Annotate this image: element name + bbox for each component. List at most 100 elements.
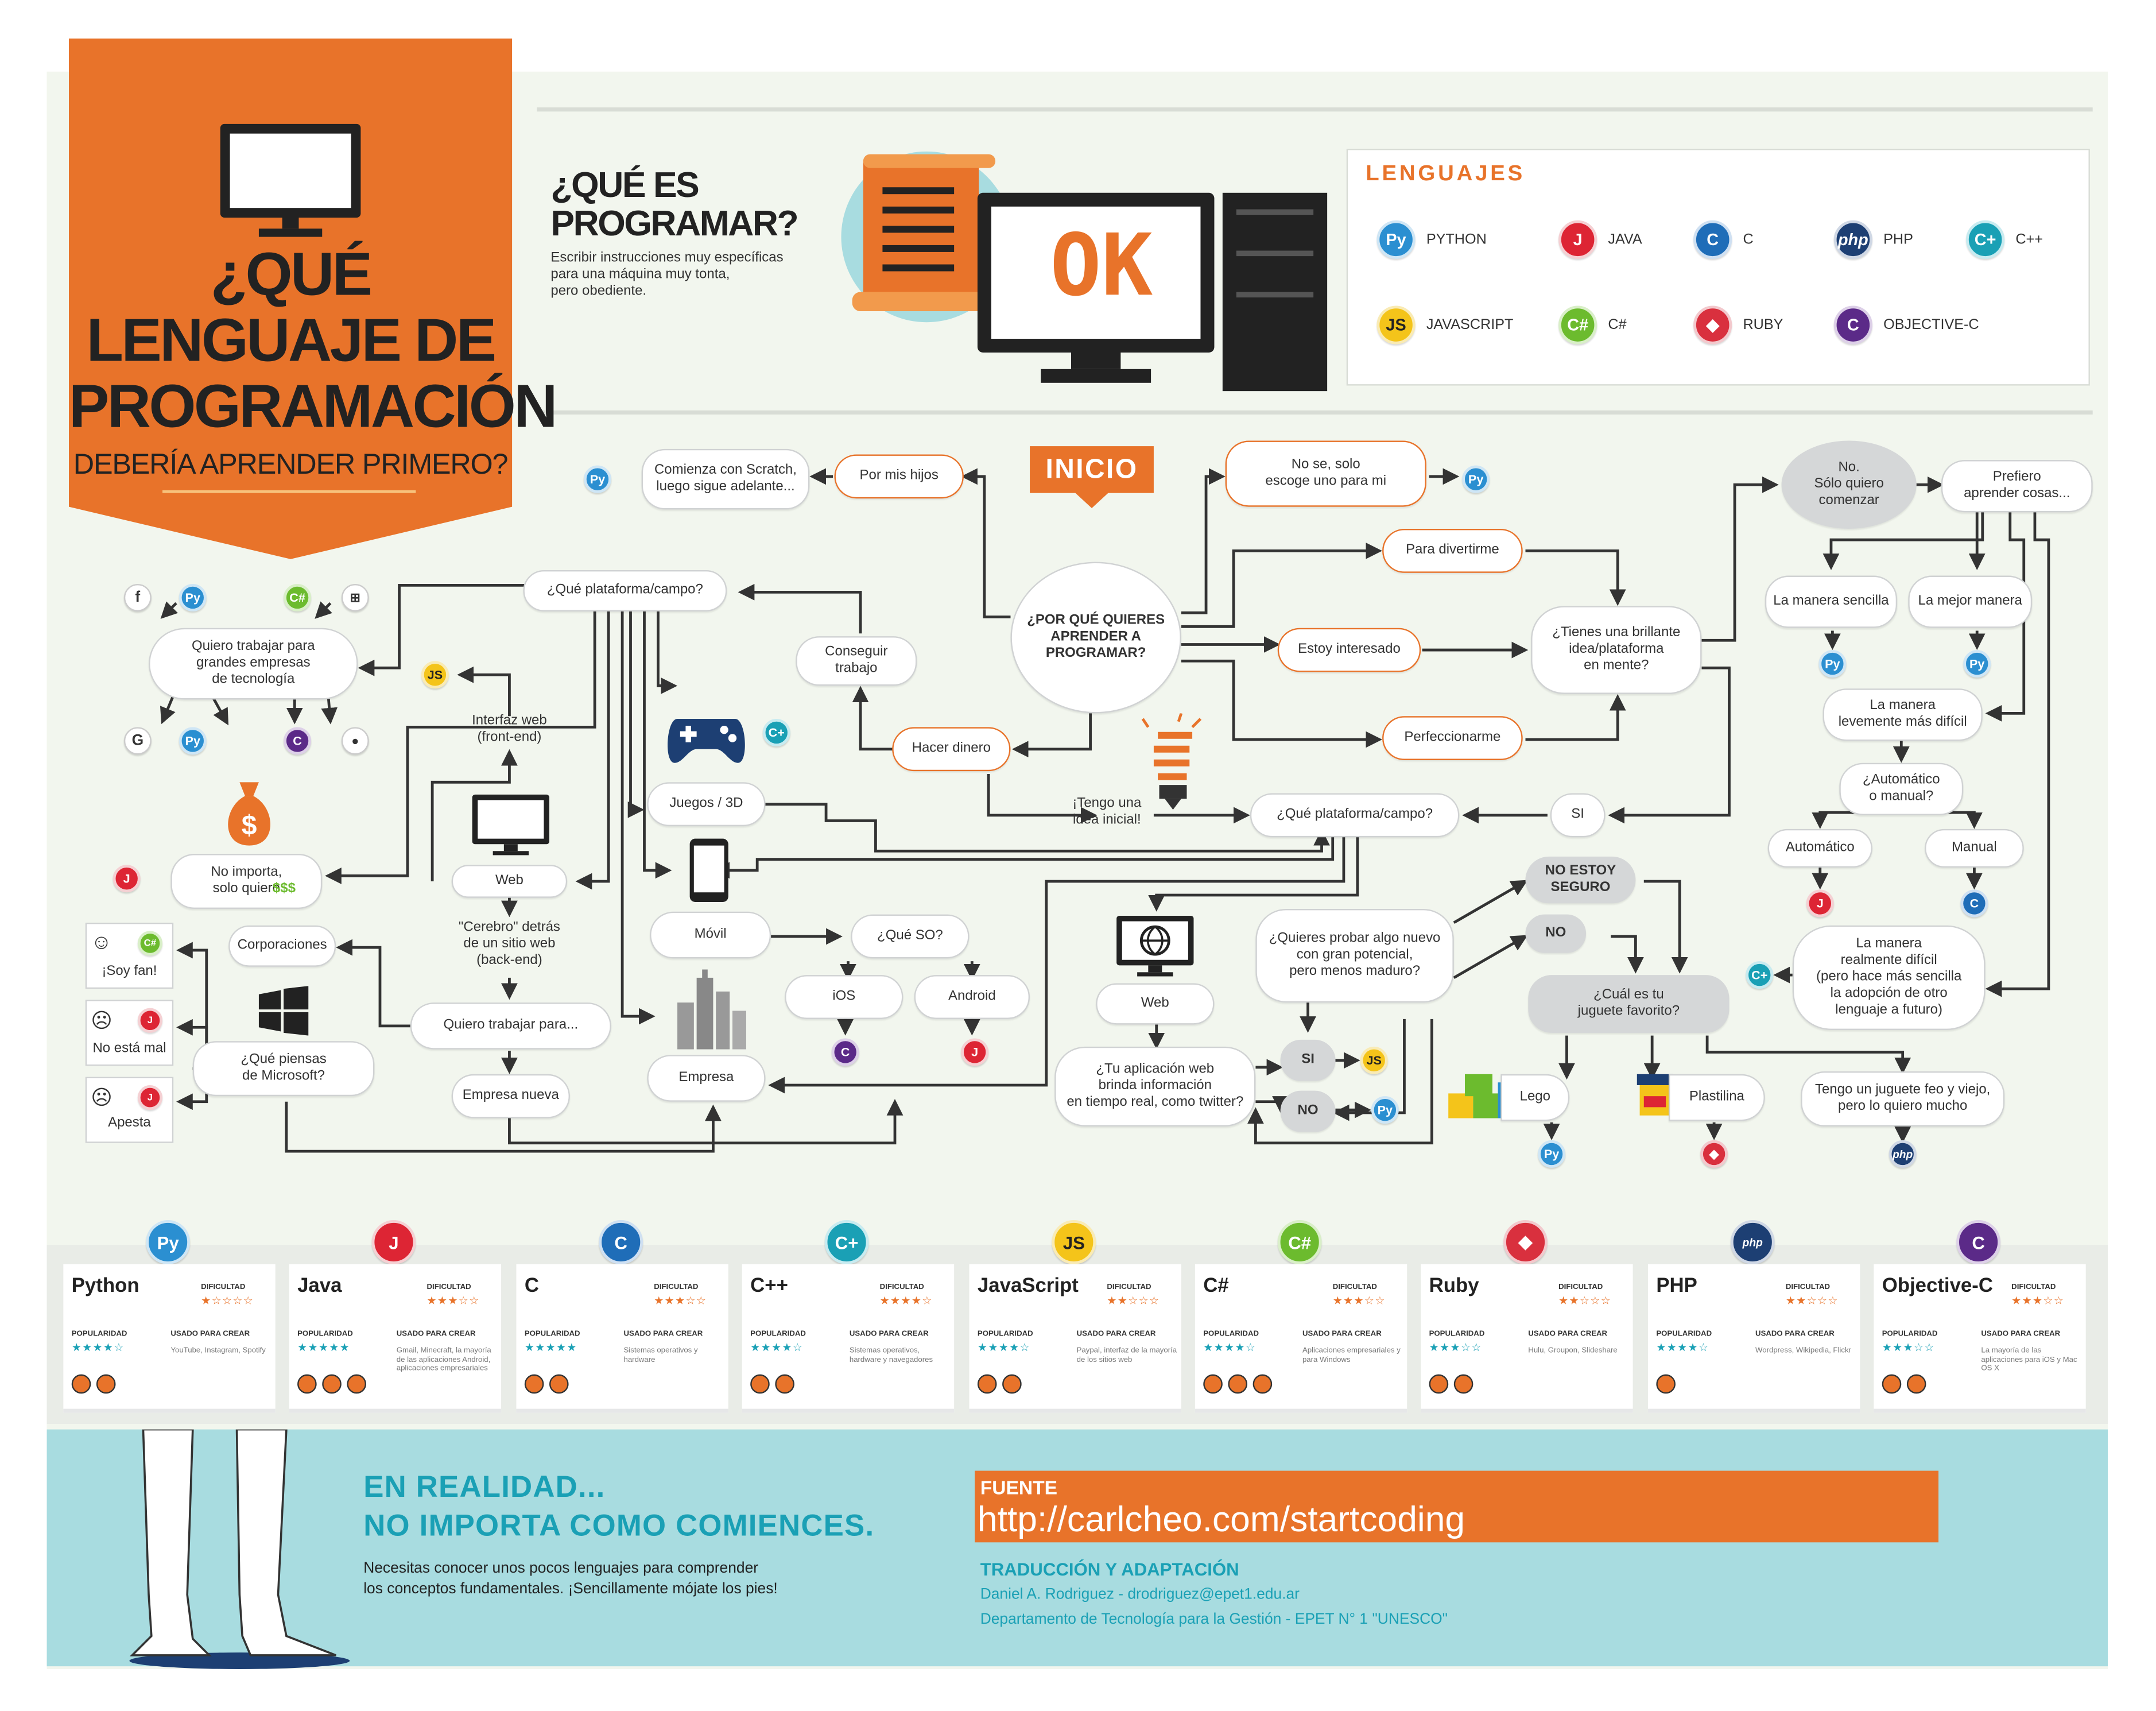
web-left-node[interactable]: Web [451,865,568,898]
easy-node[interactable]: La manera sencilla [1765,575,1898,628]
android-node[interactable]: Android [914,975,1030,1019]
language-card: PHP DIFICULTAD ★★☆☆☆ POPULARIDAD ★★★★☆ USADO … [1647,1264,1860,1413]
enterprise-node[interactable]: Empresa [647,1055,766,1102]
big-tech-node[interactable]: Quiero trabajar para grandes empresas de… [149,628,358,700]
no2-node[interactable]: NO [1525,914,1587,953]
card-name: JavaScript [977,1275,1079,1298]
difficulty-label: DIFICULTAD [2011,1283,2056,1292]
javascript-icon: JS [421,661,449,689]
brain-label: "Cerebro" detrás de un sitio web (back-e… [458,920,560,969]
device-icon [750,1374,770,1394]
popularity-stars: ★★★★★ [297,1341,351,1354]
apple-icon: ● [341,727,369,755]
card-name: Java [297,1275,342,1298]
ruby-icon: ◆ [1693,305,1732,344]
scratch-node[interactable]: Comienza con Scratch, luego sigue adelan… [641,448,810,510]
platform-left-node[interactable]: ¿Qué plataforma/campo? [523,570,727,611]
sucks-label: Apesta [108,1115,151,1131]
web-mid-node[interactable]: Web [1096,983,1215,1025]
harder-node[interactable]: La manera levemente más difícil [1822,688,1983,741]
difficulty-stars: ★☆☆☆☆ [201,1294,254,1307]
lang-label: C# [1608,316,1627,334]
prefer-node[interactable]: Prefiero aprender cosas... [1941,460,2093,513]
source-url[interactable]: http://carlcheo.com/startcoding [977,1498,1465,1540]
device-icon [1002,1374,1022,1394]
toy-node[interactable]: ¿Cuál es tu juguete favorito? [1528,975,1730,1033]
difficulty-stars: ★★☆☆☆ [1558,1294,1612,1307]
source-label: FUENTE [980,1476,1058,1499]
yes-right-node[interactable]: SI [1550,793,1606,838]
games-node[interactable]: Juegos / 3D [647,782,766,827]
which-os-node[interactable]: ¿Qué SO? [851,914,970,959]
card-name: C [524,1275,539,1298]
difficulty-label: DIFICULTAD [426,1283,471,1292]
realtime-node[interactable]: ¿Tu aplicación web brinda información en… [1054,1046,1256,1127]
difficulty-stars: ★★☆☆☆ [1785,1294,1839,1307]
bright-idea-node[interactable]: ¿Tienes una brillante idea/plataforma en… [1531,606,1702,694]
si-node[interactable]: SI [1280,1039,1336,1081]
difficulty-stars: ★★★★☆ [879,1294,933,1307]
want-work-node[interactable]: Quiero trabajar para... [410,1002,611,1050]
credit-1: Daniel A. Rodriguez - drodriguez@epet1.e… [980,1586,1300,1603]
ugly-toy-node[interactable]: Tengo un juguete feo y viejo, pero lo qu… [1801,1071,2005,1127]
footer-headline-line-1: EN REALIDAD... [363,1469,606,1504]
java-icon: J [371,1220,416,1264]
best-node[interactable]: La mejor manera [1908,575,2033,628]
fun-node[interactable]: Para divertirme [1382,529,1523,573]
device-icon [775,1374,794,1394]
csharp-icon: C# [137,931,163,956]
difficulty-label: DIFICULTAD [654,1283,699,1292]
device-icons [297,1374,366,1394]
dont-care-node[interactable]: No importa, solo quiero [170,854,323,909]
make-money-node[interactable]: Hacer dinero [892,727,1011,772]
ios-node[interactable]: iOS [785,975,903,1019]
corporations-node[interactable]: Corporaciones [228,925,336,967]
not-sure-node[interactable]: NO ESTOY SEGURO [1525,856,1636,904]
no-node[interactable]: NO [1280,1090,1336,1132]
for-kids-node[interactable]: Por mis hijos [834,454,964,499]
try-new-node[interactable]: ¿Quieres probar algo nuevo con gran pote… [1255,908,1454,1003]
platform-right-node[interactable]: ¿Qué plataforma/campo? [1250,793,1460,838]
language-card: Java DIFICULTAD ★★★☆☆ POPULARIDAD ★★★★★ USADO… [289,1264,502,1413]
mobile-node[interactable]: Móvil [650,911,771,959]
used-for-text: Paypal, interfaz de la mayoría de los si… [1076,1346,1177,1364]
play-doh-node[interactable]: Plastilina [1668,1074,1765,1121]
device-icons [1203,1374,1273,1394]
popularity-stars: ★★★☆☆ [1882,1341,1935,1354]
python-icon: Py [1371,1096,1399,1124]
banner-subtitle: DEBERÍA APRENDER PRIMERO? [73,448,509,481]
interested-node[interactable]: Estoy interesado [1277,628,1421,672]
python-icon: Py [1963,650,1991,678]
objective-c-icon: C [1956,1220,2000,1264]
footer-text: Necesitas conocer unos pocos lenguajes p… [363,1560,778,1598]
device-icon [1906,1374,1926,1394]
lang-label: C++ [2015,231,2043,248]
new-company-node[interactable]: Empresa nueva [451,1074,570,1118]
auto-manual-node[interactable]: ¿Automático o manual? [1839,762,1964,815]
lang-javascript: JS JAVASCRIPT [1376,305,1513,344]
legs-illustration [129,1429,350,1669]
manual-node[interactable]: Manual [1925,829,2024,868]
csharp-icon: C# [284,583,312,611]
get-job-node[interactable]: Conseguir trabajo [796,636,917,686]
dont-know-node[interactable]: No se, solo escoge uno para mi [1225,440,1426,507]
money-bag-icon: $ [228,782,271,846]
divider-top [537,107,2093,112]
card-name: C# [1203,1275,1229,1298]
device-icons [1429,1374,1473,1394]
languages-title: LENGUAJES [1366,162,1526,186]
microsoft-node[interactable]: ¿Qué piensas de Microsoft? [192,1041,375,1097]
language-card: JavaScript DIFICULTAD ★★☆☆☆ POPULARIDAD ★★★★… [969,1264,1181,1413]
lego-node[interactable]: Lego [1500,1074,1570,1121]
auto-node[interactable]: Automático [1767,829,1872,868]
popularity-label: POPULARIDAD [524,1330,580,1339]
improve-node[interactable]: Perfeccionarme [1382,716,1523,760]
just-start-node[interactable]: No. Sólo quiero comenzar [1781,440,1917,529]
why-node[interactable]: ¿POR QUÉ QUIERES APRENDER A PROGRAMAR? [1010,562,1181,714]
sad-face-icon: ☹ [91,1086,113,1110]
hardest-node[interactable]: La manera realmente difícil (pero hace m… [1792,925,1986,1031]
device-icons [750,1374,794,1394]
python-icon: Py [1538,1140,1566,1168]
java-icon: J [137,1085,163,1110]
used-for-label: USADO PARA CREAR [623,1330,703,1339]
